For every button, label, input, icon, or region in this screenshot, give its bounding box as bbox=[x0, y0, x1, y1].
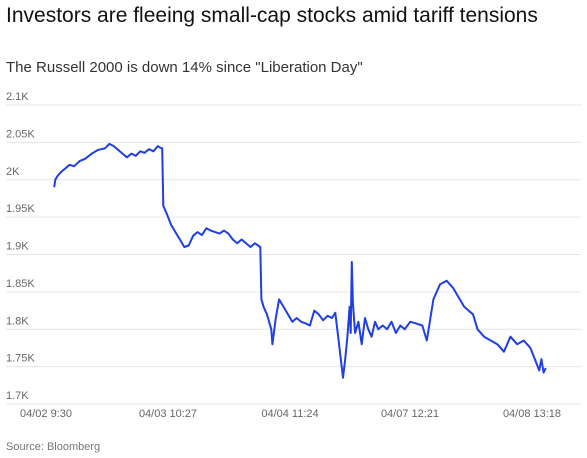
x-tick-label: 04/02 9:30 bbox=[20, 408, 72, 420]
x-tick-label: 04/04 11:24 bbox=[261, 408, 318, 420]
series-layer bbox=[53, 142, 547, 379]
y-tick-label: 1.85K bbox=[6, 278, 35, 290]
y-tick-label: 1.9K bbox=[6, 241, 29, 253]
y-tick-label: 1.8K bbox=[6, 315, 29, 327]
y-tick-label: 1.7K bbox=[6, 390, 29, 402]
source-note: Source: Bloomberg bbox=[6, 441, 101, 453]
x-axis-tick-labels: 04/02 9:30 04/03 10:27 04/04 11:24 04/07 12… bbox=[20, 408, 561, 420]
gridlines bbox=[6, 104, 581, 405]
y-tick-label: 2K bbox=[6, 166, 20, 178]
y-tick-label: 2.05K bbox=[6, 128, 35, 140]
x-tick-label: 04/08 13:18 bbox=[503, 408, 561, 420]
y-tick-label: 2.1K bbox=[6, 91, 29, 103]
series-line bbox=[53, 142, 547, 379]
x-tick-label: 04/07 12:21 bbox=[381, 408, 439, 420]
y-tick-label: 1.95K bbox=[6, 203, 35, 215]
x-tick-label: 04/03 10:27 bbox=[139, 408, 197, 420]
chart-title: Investors are fleeing small-cap stocks a… bbox=[6, 4, 538, 27]
chart-subtitle: The Russell 2000 is down 14% since "Libe… bbox=[6, 59, 363, 76]
y-tick-label: 1.75K bbox=[6, 353, 35, 365]
y-axis-tick-labels: 1.7K 1.75K 1.8K 1.85K 1.9K 1.95K 2K 2.05K 2.1K bbox=[6, 91, 35, 402]
